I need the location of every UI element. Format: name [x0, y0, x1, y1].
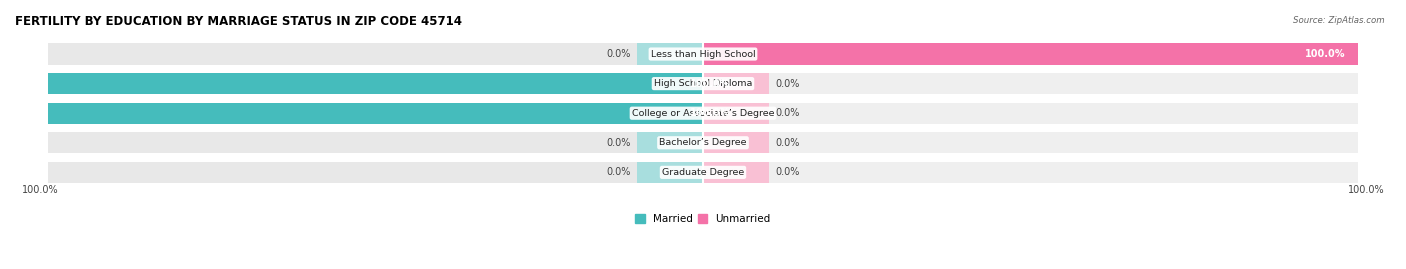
Text: 0.0%: 0.0%: [775, 108, 800, 118]
Text: 0.0%: 0.0%: [606, 167, 631, 177]
Legend: Married, Unmarried: Married, Unmarried: [631, 210, 775, 228]
Bar: [703, 43, 1358, 65]
Bar: [637, 162, 703, 183]
Bar: [703, 102, 1358, 124]
Bar: [48, 43, 703, 65]
Text: FERTILITY BY EDUCATION BY MARRIAGE STATUS IN ZIP CODE 45714: FERTILITY BY EDUCATION BY MARRIAGE STATU…: [15, 15, 463, 28]
Text: Source: ZipAtlas.com: Source: ZipAtlas.com: [1294, 16, 1385, 25]
Text: Less than High School: Less than High School: [651, 49, 755, 59]
Bar: [48, 132, 703, 153]
Bar: [637, 132, 703, 153]
Bar: [703, 73, 1358, 94]
Text: 100.0%: 100.0%: [1348, 185, 1385, 196]
Bar: [637, 43, 703, 65]
Text: 0.0%: 0.0%: [775, 167, 800, 177]
Text: High School Diploma: High School Diploma: [654, 79, 752, 88]
Text: 100.0%: 100.0%: [21, 185, 58, 196]
Bar: [703, 73, 769, 94]
Text: College or Associate’s Degree: College or Associate’s Degree: [631, 109, 775, 118]
Text: 0.0%: 0.0%: [775, 79, 800, 89]
Bar: [48, 102, 703, 124]
Bar: [48, 102, 703, 124]
Text: 0.0%: 0.0%: [606, 138, 631, 148]
Bar: [703, 102, 769, 124]
Bar: [703, 132, 769, 153]
Text: Bachelor’s Degree: Bachelor’s Degree: [659, 138, 747, 147]
Text: Graduate Degree: Graduate Degree: [662, 168, 744, 177]
Bar: [703, 132, 1358, 153]
Bar: [703, 162, 1358, 183]
Text: 100.0%: 100.0%: [1305, 49, 1346, 59]
Bar: [48, 73, 703, 94]
Text: 100.0%: 100.0%: [690, 79, 730, 89]
Bar: [703, 43, 1358, 65]
Bar: [48, 73, 703, 94]
Bar: [48, 162, 703, 183]
Text: 100.0%: 100.0%: [690, 108, 730, 118]
Bar: [703, 162, 769, 183]
Text: 0.0%: 0.0%: [606, 49, 631, 59]
Text: 0.0%: 0.0%: [775, 138, 800, 148]
